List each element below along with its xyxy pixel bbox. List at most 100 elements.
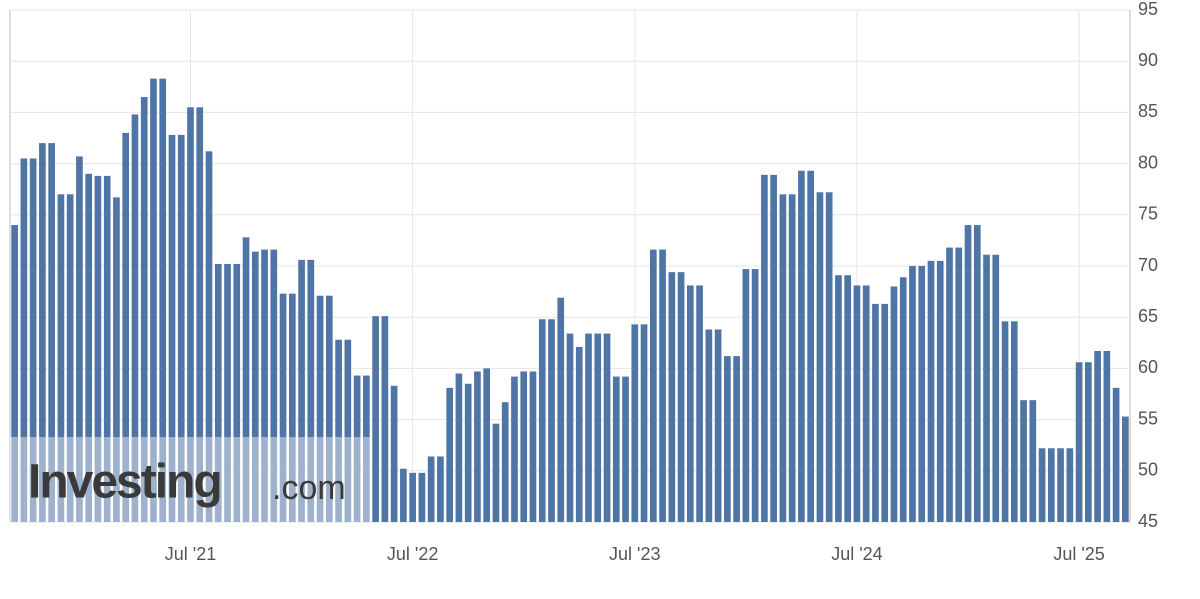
bar: [659, 249, 666, 522]
y-tick-label: 65: [1138, 306, 1158, 326]
bar: [825, 192, 833, 522]
bar: [288, 293, 296, 522]
watermark-brand: Investing: [28, 456, 221, 509]
bar: [761, 174, 768, 522]
bar: [696, 285, 703, 522]
bar: [1085, 362, 1092, 522]
bar: [150, 78, 157, 522]
bar: [140, 97, 148, 522]
bar: [122, 132, 130, 522]
bar: [85, 173, 93, 522]
bar: [909, 266, 916, 522]
bar: [20, 158, 28, 523]
bar: [538, 319, 546, 522]
bar: [363, 375, 370, 522]
bar: [594, 333, 602, 522]
bar: [807, 170, 814, 522]
bar: [168, 134, 176, 523]
bar: [973, 225, 981, 523]
bar: [575, 346, 583, 522]
bar: [474, 371, 481, 522]
bar: [742, 269, 750, 522]
bar: [1001, 321, 1009, 522]
bar: [261, 249, 268, 522]
bar: [11, 225, 18, 523]
bar: [566, 333, 574, 522]
bar: [603, 333, 611, 522]
bar: [1075, 362, 1083, 522]
bar: [242, 237, 250, 522]
bar: [400, 468, 407, 522]
bar: [844, 275, 852, 522]
bar: [177, 134, 185, 523]
bar: [307, 259, 315, 522]
bar: [353, 375, 361, 522]
bar: [705, 329, 713, 522]
bar: [1103, 350, 1111, 522]
bar: [48, 143, 55, 522]
bar: [798, 170, 805, 522]
watermark-panel: [10, 437, 372, 522]
bar: [529, 371, 537, 522]
bar: [816, 192, 824, 522]
bar: [853, 285, 861, 522]
bar: [918, 266, 926, 522]
bar: [39, 143, 46, 522]
bar: [835, 275, 842, 522]
bar: [585, 333, 592, 522]
bar: [29, 158, 37, 523]
bar: [455, 373, 463, 522]
bar: [751, 269, 759, 522]
bar: [862, 285, 870, 522]
bar: [733, 356, 740, 522]
bar: [1066, 448, 1074, 522]
bar: [622, 376, 629, 522]
y-tick-label: 60: [1138, 357, 1158, 377]
bar: [686, 285, 694, 522]
bar: [1122, 416, 1129, 522]
x-tick-label: Jul '22: [387, 544, 438, 564]
bar: [724, 356, 731, 522]
bar: [770, 174, 777, 522]
y-tick-label: 50: [1138, 460, 1158, 480]
bar: [936, 260, 944, 522]
bar: [955, 247, 963, 522]
bar: [631, 324, 639, 522]
bar: [279, 293, 287, 522]
bar: [520, 371, 528, 522]
bar: [788, 194, 796, 522]
x-tick-label: Jul '25: [1053, 544, 1104, 564]
bar: [446, 387, 454, 522]
bar: [131, 114, 139, 522]
bar: [316, 295, 324, 522]
bar: [881, 303, 889, 522]
bar: [1010, 321, 1018, 522]
y-tick-label: 45: [1138, 511, 1158, 531]
bar: [483, 368, 491, 522]
y-tick-label: 80: [1138, 152, 1158, 172]
bar: [437, 456, 444, 522]
bar: [511, 376, 518, 522]
x-tick-label: Jul '24: [831, 544, 882, 564]
bar: [57, 194, 65, 522]
bar: [94, 175, 102, 522]
bar: [298, 259, 305, 522]
bar: [612, 376, 620, 522]
bar: [548, 319, 555, 522]
bar: [779, 194, 787, 522]
bar: [187, 107, 194, 522]
bar: [196, 107, 204, 522]
bar: [251, 251, 259, 522]
bar: [714, 329, 722, 522]
bar: [205, 151, 213, 522]
bar: [677, 272, 685, 522]
bar: [1094, 350, 1101, 522]
bar: [964, 225, 972, 523]
y-tick-label: 90: [1138, 50, 1158, 70]
bar: [409, 472, 416, 522]
bar: [649, 249, 657, 522]
bar: [890, 286, 898, 522]
y-tick-label: 55: [1138, 408, 1158, 428]
watermark-suffix: .com: [272, 469, 346, 507]
bar: [983, 254, 990, 522]
